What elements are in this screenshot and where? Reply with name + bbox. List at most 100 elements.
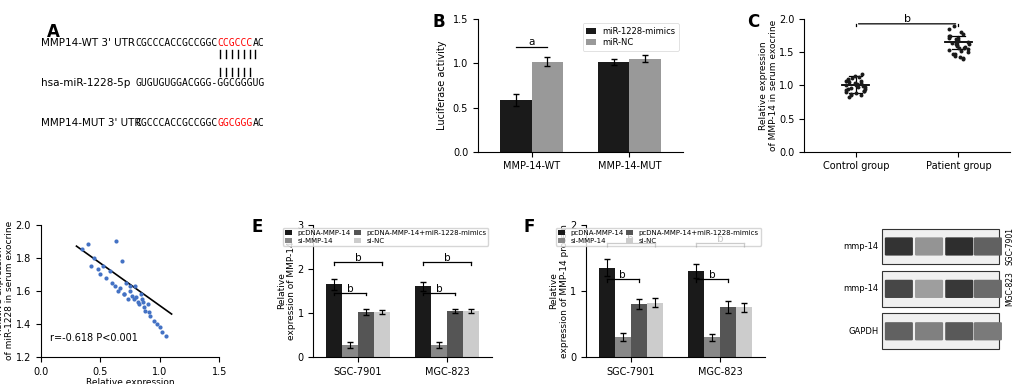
Point: [949, 42, 965, 48]
Point: [948, 43, 964, 49]
Legend: pcDNA-MMP-14, si-MMP-14, pcDNA-MMP-14+miR-1228-mimics, si-NC: pcDNA-MMP-14, si-MMP-14, pcDNA-MMP-14+mi…: [283, 228, 488, 246]
Text: AC: AC: [253, 38, 264, 48]
Point: [81, 242, 97, 248]
Point: [852, 78, 868, 84]
FancyBboxPatch shape: [973, 237, 1001, 256]
Point: [840, 79, 856, 85]
Bar: [500, 100, 531, 152]
Point: [949, 37, 965, 43]
Point: [946, 51, 962, 57]
Point: [946, 53, 962, 59]
Point: [952, 30, 968, 36]
Point: [959, 46, 975, 52]
Point: [951, 54, 967, 60]
Point: [74, 247, 91, 253]
FancyBboxPatch shape: [945, 280, 972, 298]
Bar: [431, 345, 446, 357]
Point: [843, 92, 859, 98]
Point: [948, 36, 964, 43]
Point: [112, 285, 128, 291]
Point: [127, 295, 144, 301]
Bar: [614, 337, 630, 357]
Point: [852, 80, 868, 86]
Point: [955, 45, 971, 51]
Bar: [446, 311, 463, 357]
Bar: [736, 308, 751, 357]
FancyBboxPatch shape: [973, 322, 1001, 340]
Point: [86, 255, 102, 261]
Point: [130, 300, 147, 306]
FancyBboxPatch shape: [883, 322, 912, 340]
Point: [950, 45, 966, 51]
Text: CCGCCC: CCGCCC: [217, 38, 253, 48]
Point: [138, 308, 154, 314]
Point: [850, 74, 866, 80]
Point: [941, 35, 957, 41]
Point: [843, 75, 859, 81]
Point: [104, 280, 120, 286]
Point: [126, 283, 143, 289]
Point: [107, 238, 123, 244]
Bar: [703, 337, 719, 357]
Text: MMP14-WT 3' UTR: MMP14-WT 3' UTR: [41, 38, 135, 48]
Point: [956, 44, 972, 50]
Point: [856, 86, 872, 93]
Point: [941, 47, 957, 53]
Point: [83, 263, 99, 269]
Point: [146, 318, 162, 324]
Point: [853, 71, 869, 77]
Point: [948, 38, 964, 44]
Text: b: b: [619, 270, 626, 280]
Text: C: C: [746, 13, 758, 31]
FancyBboxPatch shape: [914, 237, 943, 256]
Point: [102, 268, 118, 274]
FancyBboxPatch shape: [945, 237, 972, 256]
Point: [121, 288, 138, 294]
Text: E: E: [251, 218, 262, 236]
Point: [136, 305, 152, 311]
FancyBboxPatch shape: [880, 313, 999, 349]
Text: GUGUGUGGACGGG-GGCGGGUG: GUGUGUGGACGGG-GGCGGGUG: [136, 78, 265, 88]
Point: [141, 310, 157, 316]
Text: GGCGGG: GGCGGG: [217, 118, 253, 127]
Point: [121, 283, 138, 289]
Bar: [374, 312, 390, 357]
Text: F: F: [523, 218, 535, 236]
Text: MMP14-MUT 3' UTR: MMP14-MUT 3' UTR: [41, 118, 142, 127]
Point: [125, 296, 142, 302]
FancyBboxPatch shape: [883, 237, 912, 256]
Point: [947, 36, 963, 42]
Point: [124, 293, 141, 299]
Point: [837, 78, 853, 84]
Point: [960, 41, 976, 47]
Point: [954, 31, 970, 37]
Point: [946, 23, 962, 29]
Bar: [630, 304, 646, 357]
FancyBboxPatch shape: [883, 280, 912, 298]
FancyBboxPatch shape: [914, 322, 943, 340]
Text: AC: AC: [253, 118, 264, 127]
Bar: [463, 311, 479, 357]
Point: [116, 291, 132, 297]
Point: [948, 41, 964, 48]
FancyBboxPatch shape: [973, 280, 1001, 298]
Point: [118, 280, 135, 286]
Point: [855, 88, 871, 94]
Point: [110, 288, 126, 294]
Point: [142, 313, 158, 319]
Text: b: b: [716, 234, 722, 244]
Point: [949, 35, 965, 41]
Point: [90, 266, 106, 272]
Text: a: a: [528, 37, 534, 47]
Point: [98, 275, 114, 281]
Point: [954, 56, 970, 62]
Point: [840, 77, 856, 83]
Bar: [326, 284, 341, 357]
Point: [954, 55, 970, 61]
Point: [840, 94, 856, 101]
Text: b: b: [903, 14, 910, 24]
X-axis label: Relative expression
of miR-1228 in serum exocrine: Relative expression of miR-1228 in serum…: [60, 378, 200, 384]
Point: [837, 83, 853, 89]
Point: [157, 333, 173, 339]
Point: [135, 300, 151, 306]
